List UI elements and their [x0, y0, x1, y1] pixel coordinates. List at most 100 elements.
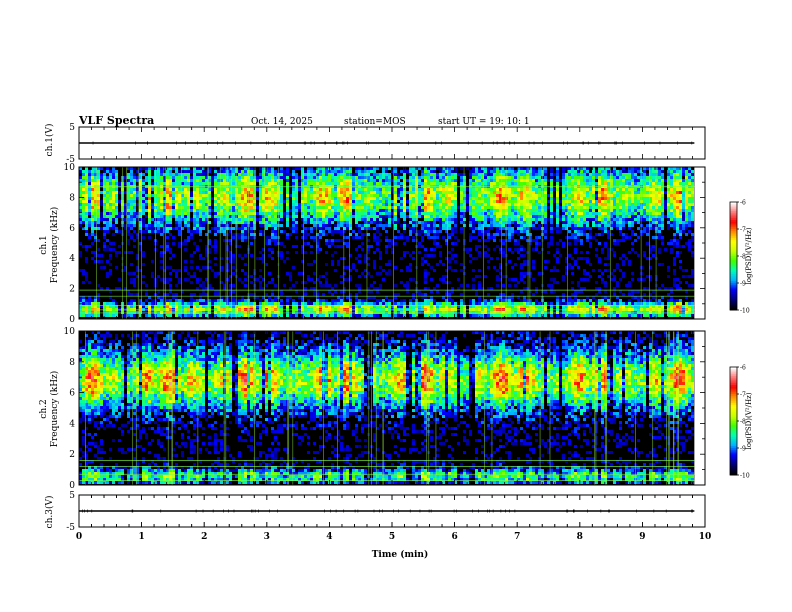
spectrogram-cell: [130, 203, 133, 206]
spectrogram-cell: [88, 221, 91, 224]
spectrogram-cell: [307, 311, 310, 314]
spectrogram-cell: [166, 179, 169, 182]
spectrogram-cell: [259, 251, 262, 254]
spectrogram-cell: [88, 170, 91, 173]
spectrogram-cell: [439, 314, 442, 317]
spectrogram-cell: [358, 203, 361, 206]
spectrogram-cell: [397, 173, 400, 176]
spectrogram-cell: [538, 218, 541, 221]
spectrogram-cell: [280, 182, 283, 185]
spectrogram-cell: [190, 197, 193, 200]
spectrogram-cell: [538, 179, 541, 182]
spectrogram-cell: [202, 188, 205, 191]
spectrogram-cell: [133, 197, 136, 200]
spectrogram-cell: [442, 182, 445, 185]
spectrogram-cell: [286, 308, 289, 311]
spectrogram-cell: [112, 218, 115, 221]
spectrogram-cell: [127, 176, 130, 179]
spectrogram-cell: [319, 176, 322, 179]
spectrogram-cell: [505, 254, 508, 257]
spectrogram-cell: [211, 269, 214, 272]
spectrogram-cell: [310, 173, 313, 176]
spectrogram-cell: [508, 179, 511, 182]
spectrogram-cell: [160, 230, 163, 233]
spectrogram-cell: [523, 182, 526, 185]
spectrogram-cell: [484, 305, 487, 308]
spectrogram-cell: [292, 200, 295, 203]
spectrogram-cell: [520, 254, 523, 257]
spectrogram-cell: [214, 263, 217, 266]
spectrogram-cell: [346, 200, 349, 203]
spectrogram-cell: [301, 179, 304, 182]
spectrogram-cell: [250, 224, 253, 227]
spectrogram-cell: [412, 206, 415, 209]
spectrogram-cell: [334, 305, 337, 308]
spectrogram-cell: [100, 287, 103, 290]
spectrogram-cell: [235, 236, 238, 239]
spectrogram-cell: [238, 215, 241, 218]
spectrogram-cell: [493, 188, 496, 191]
spectrogram-cell: [493, 170, 496, 173]
spectrogram-cell: [235, 218, 238, 221]
spectrogram-cell: [262, 176, 265, 179]
spectrogram-cell: [115, 305, 118, 308]
spectrogram-cell: [529, 290, 532, 293]
spectrogram-cell: [382, 170, 385, 173]
spectrogram-cell: [421, 260, 424, 263]
spectrogram-cell: [310, 197, 313, 200]
spectrogram-cell: [382, 302, 385, 305]
spectrogram-cell: [532, 293, 535, 296]
spectrogram-cell: [505, 182, 508, 185]
spectrogram-cell: [424, 209, 427, 212]
spectrogram-cell: [535, 206, 538, 209]
spectrogram-cell: [427, 218, 430, 221]
spectrogram-cell: [403, 242, 406, 245]
spectrogram-cell: [220, 191, 223, 194]
spectrogram-cell: [493, 302, 496, 305]
spectrogram-cell: [148, 227, 151, 230]
spectrogram-cell: [181, 206, 184, 209]
spectrogram-cell: [199, 203, 202, 206]
spectrogram-cell: [133, 311, 136, 314]
spectrogram-cell: [337, 188, 340, 191]
spectrogram-cell: [169, 206, 172, 209]
spectrogram-cell: [79, 176, 82, 179]
spectrogram-cell: [274, 233, 277, 236]
spectrogram-cell: [430, 206, 433, 209]
spectrogram-cell: [373, 287, 376, 290]
spectrogram-cell: [400, 302, 403, 305]
spectrogram-cell: [250, 308, 253, 311]
spectrogram-cell: [403, 215, 406, 218]
spectrogram-cell: [325, 209, 328, 212]
spectrogram-cell: [199, 302, 202, 305]
spectrogram-cell: [472, 224, 475, 227]
spectrogram-cell: [445, 239, 448, 242]
spectrogram-cell: [412, 197, 415, 200]
spectrogram-cell: [364, 302, 367, 305]
spectrogram-cell: [445, 302, 448, 305]
spectrogram-cell: [376, 287, 379, 290]
spectrogram-cell: [193, 293, 196, 296]
spectrogram-cell: [265, 239, 268, 242]
spectrogram-cell: [199, 296, 202, 299]
spectrogram-cell: [364, 197, 367, 200]
spectrogram-cell: [340, 239, 343, 242]
spectrogram-cell: [349, 170, 352, 173]
spectrogram-cell: [343, 194, 346, 197]
spectrogram-cell: [202, 308, 205, 311]
spectrogram-cell: [232, 182, 235, 185]
spectrogram-cell: [115, 251, 118, 254]
spectrogram-cell: [79, 206, 82, 209]
spectrogram-cell: [436, 263, 439, 266]
spectrogram-cell: [493, 176, 496, 179]
spectrogram-cell: [244, 182, 247, 185]
spectrogram-cell: [472, 311, 475, 314]
spectrogram-cell: [337, 308, 340, 311]
spectrogram-cell: [289, 227, 292, 230]
spectrogram-cell: [199, 254, 202, 257]
spectrogram-cell: [532, 212, 535, 215]
spectrogram-cell: [529, 305, 532, 308]
spectrogram-cell: [202, 209, 205, 212]
spectrogram-cell: [517, 281, 520, 284]
spectrogram-cell: [142, 308, 145, 311]
